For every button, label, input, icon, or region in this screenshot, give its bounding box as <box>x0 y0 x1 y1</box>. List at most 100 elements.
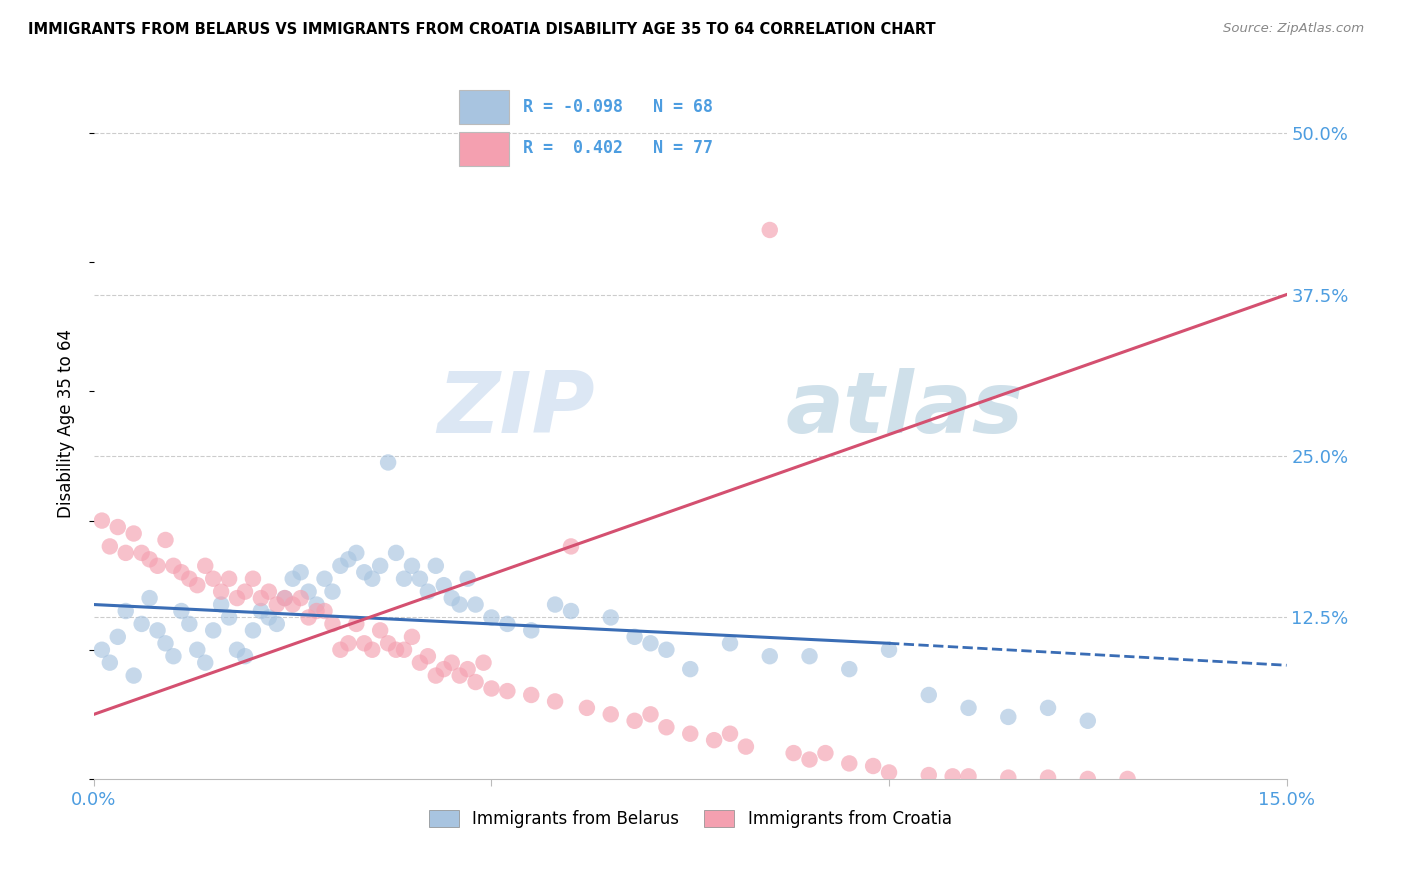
Point <box>337 636 360 650</box>
Point <box>257 584 280 599</box>
Point <box>1036 771 1059 785</box>
Point <box>281 572 304 586</box>
Point <box>186 578 208 592</box>
Point <box>179 572 201 586</box>
Point <box>464 598 486 612</box>
Point <box>344 616 367 631</box>
Point <box>98 656 121 670</box>
Point <box>838 756 860 771</box>
Point <box>718 636 741 650</box>
Point <box>353 636 375 650</box>
Point <box>457 662 479 676</box>
Text: ZIP: ZIP <box>437 368 595 451</box>
Point <box>640 636 662 650</box>
Text: IMMIGRANTS FROM BELARUS VS IMMIGRANTS FROM CROATIA DISABILITY AGE 35 TO 64 CORRE: IMMIGRANTS FROM BELARUS VS IMMIGRANTS FR… <box>28 22 936 37</box>
Point <box>449 668 471 682</box>
Point <box>814 746 837 760</box>
Point <box>305 598 328 612</box>
Point <box>544 598 567 612</box>
Point <box>90 642 112 657</box>
Point <box>368 624 391 638</box>
Point <box>368 558 391 573</box>
Point <box>679 662 702 676</box>
Point <box>250 591 273 606</box>
Point <box>107 630 129 644</box>
Point <box>274 591 297 606</box>
Point <box>599 610 621 624</box>
Point <box>155 533 177 547</box>
Point <box>560 604 582 618</box>
Point <box>409 656 432 670</box>
Point <box>233 649 256 664</box>
Point <box>337 552 360 566</box>
Point <box>218 572 240 586</box>
Point <box>226 642 249 657</box>
Point <box>297 610 319 624</box>
Point <box>735 739 758 754</box>
Point <box>957 769 980 783</box>
Point <box>162 649 184 664</box>
Point <box>290 591 312 606</box>
Point <box>242 572 264 586</box>
Text: Source: ZipAtlas.com: Source: ZipAtlas.com <box>1223 22 1364 36</box>
Point <box>1077 714 1099 728</box>
Point <box>361 572 384 586</box>
Point <box>1077 772 1099 786</box>
Point <box>170 566 193 580</box>
Point <box>257 610 280 624</box>
Point <box>122 668 145 682</box>
Point <box>122 526 145 541</box>
Point <box>997 771 1019 785</box>
Point <box>481 610 503 624</box>
Point <box>202 572 225 586</box>
Point <box>321 584 343 599</box>
Point <box>862 759 884 773</box>
Point <box>98 540 121 554</box>
Point <box>274 591 297 606</box>
Point <box>416 584 439 599</box>
Y-axis label: Disability Age 35 to 64: Disability Age 35 to 64 <box>58 329 75 518</box>
Point <box>520 624 543 638</box>
Point <box>377 636 399 650</box>
Point <box>758 223 780 237</box>
Point <box>186 642 208 657</box>
Point <box>209 598 232 612</box>
Point <box>131 546 153 560</box>
Point <box>655 720 678 734</box>
Point <box>433 578 456 592</box>
Point <box>401 558 423 573</box>
Legend: Immigrants from Belarus, Immigrants from Croatia: Immigrants from Belarus, Immigrants from… <box>422 803 959 835</box>
Point <box>799 753 821 767</box>
Point <box>250 604 273 618</box>
Point <box>179 616 201 631</box>
Point <box>321 616 343 631</box>
Point <box>392 572 415 586</box>
Point <box>425 558 447 573</box>
Point <box>114 546 136 560</box>
Point <box>353 566 375 580</box>
Point <box>162 558 184 573</box>
Point <box>520 688 543 702</box>
Text: atlas: atlas <box>786 368 1024 451</box>
Point <box>290 566 312 580</box>
Point <box>457 572 479 586</box>
Point <box>146 558 169 573</box>
Point <box>918 768 941 782</box>
Point <box>838 662 860 676</box>
Point <box>155 636 177 650</box>
Point <box>242 624 264 638</box>
Point <box>131 616 153 631</box>
Point <box>679 727 702 741</box>
Point <box>266 598 288 612</box>
Point <box>560 540 582 554</box>
Point <box>377 455 399 469</box>
Point <box>314 604 336 618</box>
Point <box>472 656 495 670</box>
Point <box>799 649 821 664</box>
Point <box>297 584 319 599</box>
Point <box>425 668 447 682</box>
Point <box>440 591 463 606</box>
Point <box>170 604 193 618</box>
Point <box>305 604 328 618</box>
Point <box>138 591 160 606</box>
